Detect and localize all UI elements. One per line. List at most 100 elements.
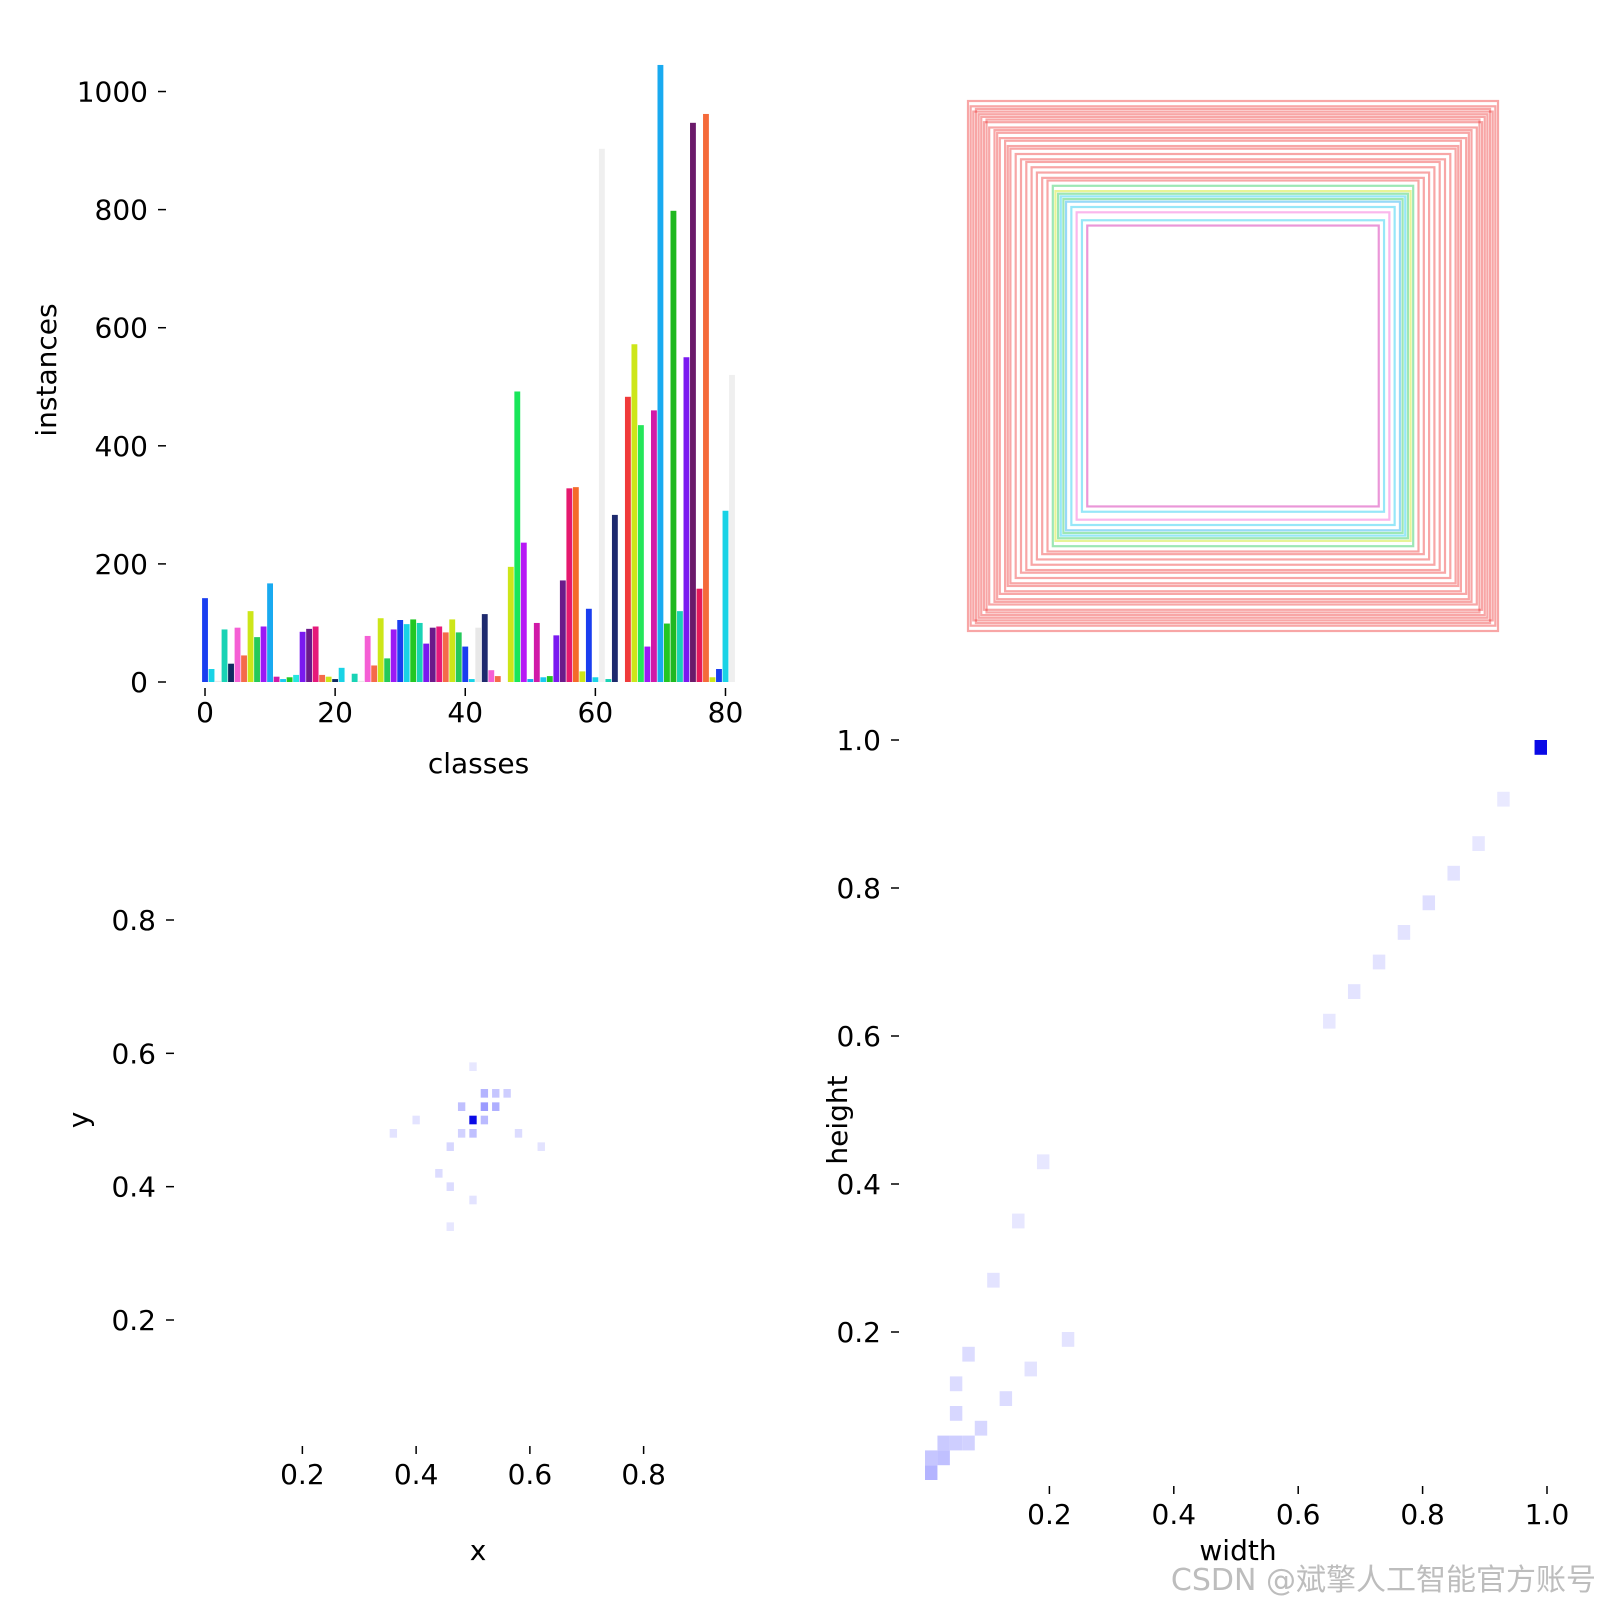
overlay-box xyxy=(985,118,1481,614)
histogram-bar xyxy=(299,631,306,682)
heatmap-cell xyxy=(480,1089,489,1098)
heatmap-cell xyxy=(1422,895,1436,911)
overlay-box xyxy=(1086,224,1380,508)
histogram-bar xyxy=(553,635,560,682)
heatmap-cell xyxy=(389,1129,398,1138)
histogram-bar xyxy=(221,629,228,682)
heatmap-cell xyxy=(949,1376,963,1392)
heatmap-x-tick-label: 0.8 xyxy=(1400,1498,1445,1531)
heatmap-cell xyxy=(1012,1213,1025,1229)
histogram-bar xyxy=(520,542,527,682)
histogram-bar xyxy=(611,514,618,682)
histogram-bar xyxy=(670,210,677,683)
wh-heatmap-x-label: width xyxy=(1199,1534,1276,1567)
histogram-bar xyxy=(527,679,534,682)
heatmap-cell xyxy=(446,1182,454,1191)
histogram-bar xyxy=(716,669,722,682)
histogram-bar xyxy=(650,410,657,682)
histogram-bar xyxy=(293,674,300,682)
overlay-box xyxy=(1075,211,1391,521)
overlay-box xyxy=(1030,166,1436,566)
heatmap-y-tick-label: 0.2 xyxy=(111,1304,156,1337)
heatmap-x-tick-label: 0.2 xyxy=(1027,1498,1072,1531)
histogram-bar xyxy=(494,676,501,682)
watermark-text: CSDN @斌擎人工智能官方账号 xyxy=(1171,1563,1596,1598)
histogram-bar xyxy=(449,619,456,682)
heatmap-cell xyxy=(1447,865,1460,881)
box-overlay-panel xyxy=(966,99,1500,633)
heatmap-cell xyxy=(435,1169,443,1178)
histogram-bar xyxy=(703,113,709,682)
overlay-box xyxy=(1006,144,1460,588)
xy-heatmap-x-ticks: 0.2 0.4 0.6 0.8 xyxy=(280,1446,666,1491)
heatmap-cell xyxy=(1497,791,1510,807)
wh-heatmap-x-ticks: 0.2 0.4 0.6 0.8 1.0 xyxy=(1027,1486,1569,1531)
heatmap-y-tick-label: 0.4 xyxy=(836,1168,881,1201)
heatmap-x-tick-label: 0.2 xyxy=(280,1458,325,1491)
overlay-box xyxy=(1080,219,1386,513)
heatmap-cell xyxy=(999,1391,1013,1406)
wh-heatmap-panel: 0.2 0.4 0.6 0.8 1.0 0.2 0.4 0.6 0.8 1.0 width he… xyxy=(821,724,1569,1567)
histogram-bar xyxy=(416,622,423,682)
histogram-bar xyxy=(306,628,313,682)
heatmap-cell xyxy=(925,1465,938,1480)
histogram-bar xyxy=(644,646,651,682)
histogram-bar xyxy=(722,510,729,682)
heatmap-cell xyxy=(480,1115,489,1125)
overlay-box xyxy=(1003,139,1462,593)
histogram-bar xyxy=(709,677,716,682)
heatmap-cell xyxy=(937,1435,950,1451)
heatmap-cell xyxy=(974,1420,988,1436)
class-histogram-panel: 0 20 40 60 80 0 200 400 600 800 1000 classes inst… xyxy=(30,64,743,780)
histogram-bar xyxy=(247,611,254,682)
histogram-bar xyxy=(442,632,449,682)
heatmap-cell xyxy=(446,1142,454,1151)
class-histogram-y-ticks: 0 200 400 600 800 1000 xyxy=(77,76,166,699)
histogram-bar xyxy=(410,619,417,682)
histogram-bar xyxy=(390,629,397,682)
histogram-bar xyxy=(566,488,573,682)
histogram-bar xyxy=(657,64,664,682)
heatmap-x-tick-label: 0.6 xyxy=(1276,1498,1321,1531)
overlay-box xyxy=(1051,184,1415,548)
histogram-bar xyxy=(546,676,553,682)
overlay-box xyxy=(1062,197,1404,535)
heatmap-cell xyxy=(962,1435,975,1451)
histogram-bar xyxy=(234,627,241,682)
heatmap-cell xyxy=(1397,925,1411,940)
overlay-box xyxy=(1064,200,1402,532)
histogram-bar xyxy=(358,680,365,682)
histogram-bar xyxy=(475,627,482,682)
histogram-bar xyxy=(572,487,579,682)
histogram-bar xyxy=(533,622,540,682)
histogram-y-tick-label: 200 xyxy=(95,548,148,581)
histogram-bar xyxy=(338,667,345,682)
heatmap-cell xyxy=(469,1195,477,1205)
histogram-bar xyxy=(729,374,735,682)
heatmap-cell xyxy=(1347,984,1361,999)
histogram-bar xyxy=(690,122,696,683)
histogram-bar xyxy=(624,396,631,682)
heatmap-x-tick-label: 0.8 xyxy=(621,1458,666,1491)
histogram-bar xyxy=(664,623,670,682)
heatmap-y-tick-label: 0.6 xyxy=(836,1020,881,1053)
heatmap-cell xyxy=(480,1102,489,1111)
histogram-bar xyxy=(241,655,247,682)
wh-heatmap-y-ticks: 0.2 0.4 0.6 0.8 1.0 xyxy=(836,724,899,1349)
histogram-bar xyxy=(605,679,612,682)
histogram-y-tick-label: 1000 xyxy=(77,76,148,109)
histogram-x-tick-label: 60 xyxy=(578,696,614,729)
histogram-bar xyxy=(455,632,462,682)
overlay-box xyxy=(1035,171,1431,561)
xy-heatmap-y-ticks: 0.2 0.4 0.6 0.8 xyxy=(111,904,174,1337)
histogram-bar xyxy=(384,658,391,682)
histogram-bar xyxy=(631,344,638,682)
overlay-box xyxy=(1009,147,1457,585)
overlay-box xyxy=(972,110,1494,622)
heatmap-cell xyxy=(1534,740,1547,755)
histogram-bar xyxy=(273,676,280,682)
xy-heatmap-cells xyxy=(389,1062,545,1231)
histogram-bar xyxy=(514,391,521,682)
